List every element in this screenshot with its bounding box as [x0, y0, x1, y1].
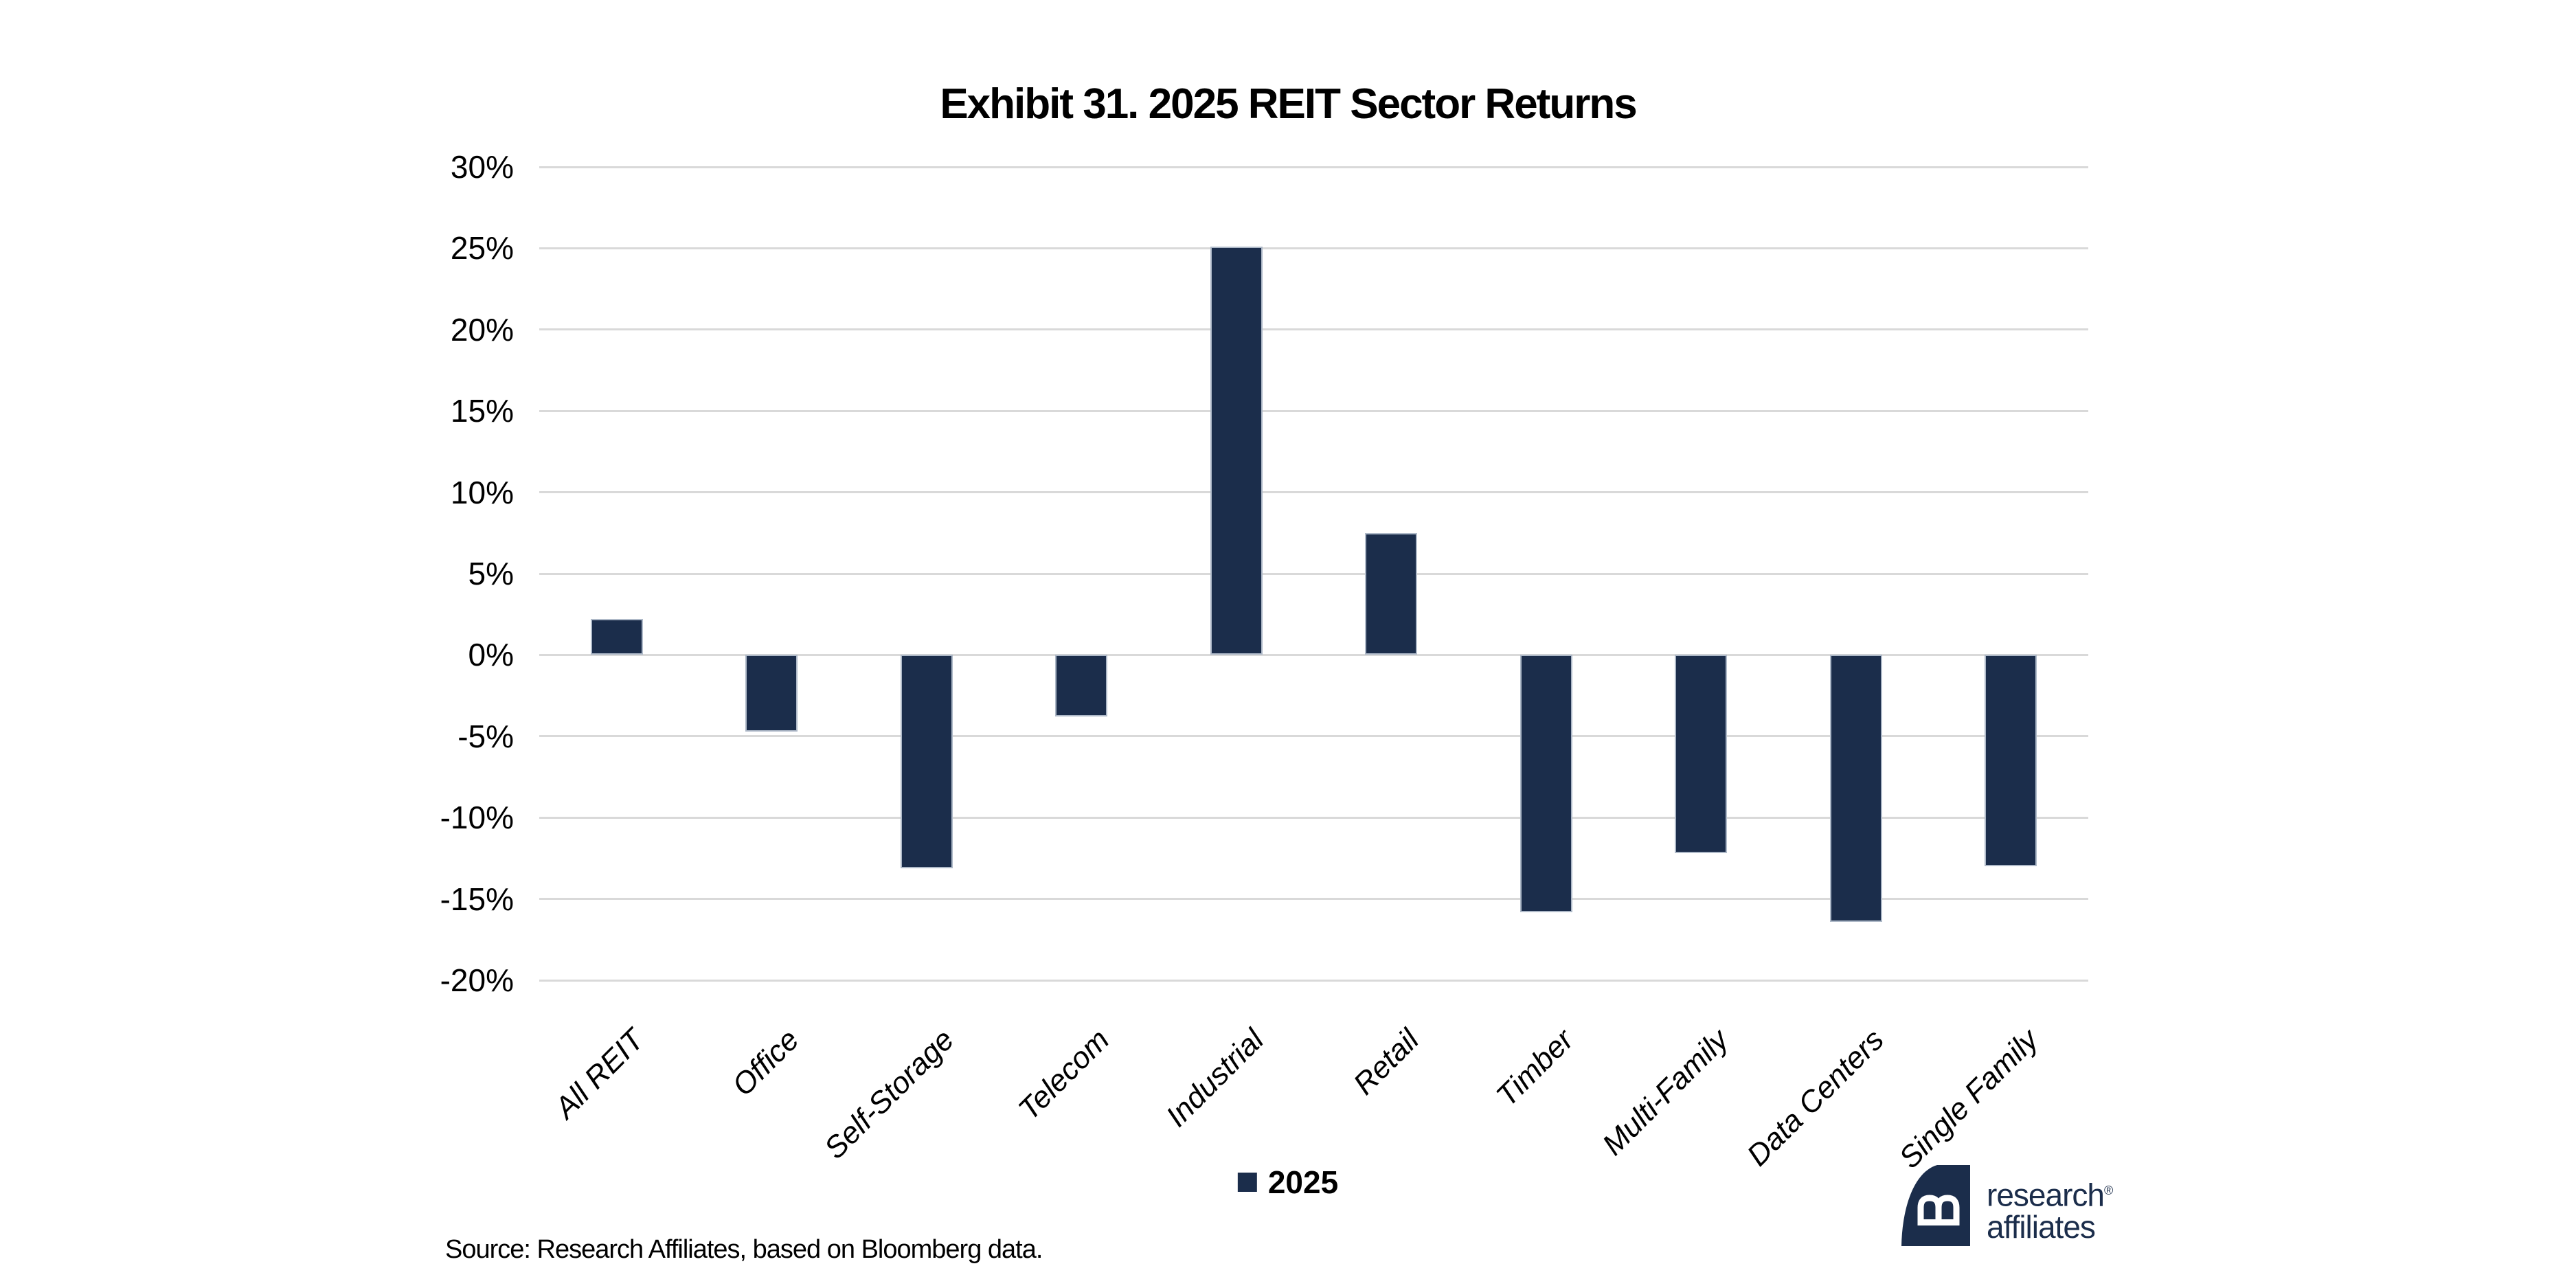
- chart-title: Exhibit 31. 2025 REIT Sector Returns: [940, 80, 1637, 128]
- y-axis-tick-label-10: -10%: [440, 800, 514, 836]
- gridline-30: [539, 166, 2088, 168]
- legend-swatch-2025: [1237, 1173, 1257, 1192]
- x-axis-category-label-text: Timber: [1490, 1023, 1581, 1114]
- x-axis-category-label-text: Retail: [1346, 1023, 1425, 1102]
- bar-multi-family: [1675, 655, 1728, 854]
- plot-area: All REIT Office Self-Storage Telecom Industr…: [539, 166, 2088, 1175]
- bar-office: [745, 655, 798, 732]
- x-axis-category-label-text: All REIT: [548, 1023, 651, 1125]
- bar-retail: [1365, 532, 1418, 655]
- y-axis-tick-label-15: 15%: [450, 393, 514, 429]
- logo-word-research: research: [1987, 1177, 2105, 1213]
- logo-word-affiliates: affiliates: [1987, 1209, 2096, 1245]
- research-affiliates-logo-text: research® affiliates: [1987, 1175, 2113, 1245]
- y-axis-tick-label-0: 0%: [468, 637, 514, 673]
- y-axis-tick-label-5: 5%: [468, 556, 514, 591]
- bar-telecom: [1055, 655, 1108, 717]
- y-axis-tick-label-30: 30%: [450, 149, 514, 185]
- y-axis-tick-label-20: -20%: [440, 962, 514, 998]
- bar-industrial: [1210, 247, 1263, 655]
- legend: 2025: [1237, 1164, 1339, 1201]
- y-axis-tick-label-10: 10%: [450, 474, 514, 510]
- bar-self-storage: [900, 655, 953, 868]
- y-axis-tick-label-25: 25%: [450, 230, 514, 267]
- x-axis-category-label-text: Telecom: [1011, 1023, 1116, 1127]
- bar-single-family: [1985, 655, 2037, 867]
- gridline-15: [539, 409, 2088, 412]
- y-axis-tick-label-20: 20%: [450, 311, 514, 348]
- x-axis-category-label-text: Office: [725, 1023, 806, 1103]
- x-axis-category-label-text: Self-Storage: [817, 1023, 961, 1166]
- gridline-0: [539, 653, 2088, 656]
- gridline-10: [539, 816, 2088, 819]
- bar-all-reit: [590, 619, 643, 655]
- x-axis-category-label-text: Industrial: [1160, 1023, 1271, 1133]
- gridline-5: [539, 572, 2088, 575]
- y-axis-tick-label-15: -15%: [440, 881, 514, 917]
- bar-timber: [1519, 655, 1572, 912]
- gridline-20: [539, 328, 2088, 331]
- x-axis-category-label-text: Data Centers: [1740, 1023, 1890, 1173]
- gridline-20: [539, 979, 2088, 982]
- y-axis-tick-label-5: -5%: [457, 718, 514, 754]
- gridline-5: [539, 735, 2088, 738]
- legend-label-2025: 2025: [1267, 1164, 1339, 1200]
- research-affiliates-logo-mark-icon: [1901, 1165, 1970, 1246]
- source-note: Source: Research Affiliates, based on Bl…: [445, 1235, 1043, 1264]
- research-affiliates-logo: research® affiliates: [1901, 1165, 2113, 1246]
- x-axis-category-label-text: Single Family: [1893, 1023, 2045, 1175]
- bar-data-centers: [1829, 655, 1882, 922]
- x-axis-category-label-text: Multi-Family: [1596, 1023, 1735, 1162]
- gridline-10: [539, 491, 2088, 494]
- gridline-15: [539, 898, 2088, 901]
- registered-trademark-icon: ®: [2103, 1184, 2113, 1197]
- gridline-25: [539, 247, 2088, 249]
